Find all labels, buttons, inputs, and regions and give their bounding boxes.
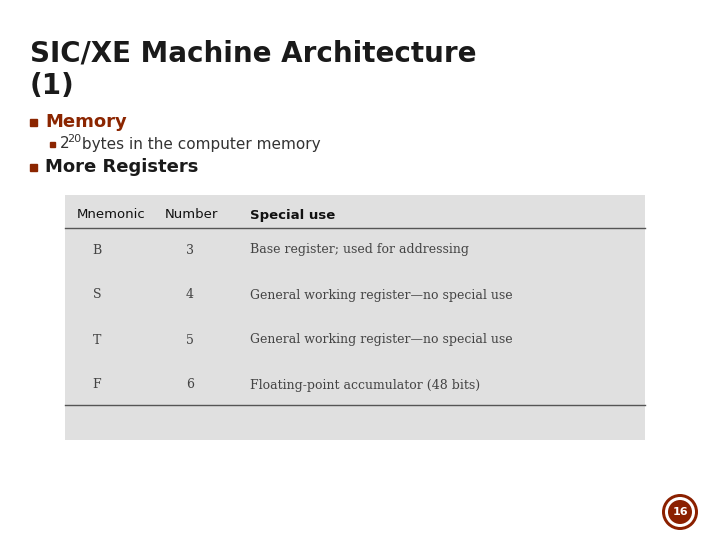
Text: 2: 2 bbox=[60, 137, 70, 152]
Circle shape bbox=[668, 500, 692, 524]
Text: B: B bbox=[92, 244, 102, 256]
Text: Floating-point accumulator (48 bits): Floating-point accumulator (48 bits) bbox=[250, 379, 480, 392]
Text: S: S bbox=[93, 288, 102, 301]
Text: Number: Number bbox=[165, 208, 218, 221]
Text: F: F bbox=[93, 379, 102, 392]
Text: SIC/XE Machine Architecture: SIC/XE Machine Architecture bbox=[30, 40, 477, 68]
Bar bbox=[50, 141, 55, 146]
Text: Base register; used for addressing: Base register; used for addressing bbox=[250, 244, 469, 256]
Text: 5: 5 bbox=[186, 334, 194, 347]
Bar bbox=[65, 195, 645, 440]
Text: More Registers: More Registers bbox=[45, 158, 199, 176]
Text: General working register—no special use: General working register—no special use bbox=[250, 334, 513, 347]
Circle shape bbox=[665, 497, 695, 527]
Circle shape bbox=[662, 494, 698, 530]
Text: Mnemonic: Mnemonic bbox=[77, 208, 145, 221]
Text: 16: 16 bbox=[672, 507, 688, 517]
Text: Special use: Special use bbox=[250, 208, 336, 221]
Text: (1): (1) bbox=[30, 72, 75, 100]
Text: T: T bbox=[93, 334, 102, 347]
Text: 20: 20 bbox=[67, 134, 81, 144]
Text: General working register—no special use: General working register—no special use bbox=[250, 288, 513, 301]
Text: 4: 4 bbox=[186, 288, 194, 301]
Text: 3: 3 bbox=[186, 244, 194, 256]
Text: 6: 6 bbox=[186, 379, 194, 392]
Bar bbox=[30, 164, 37, 171]
Text: Memory: Memory bbox=[45, 113, 127, 131]
Text: bytes in the computer memory: bytes in the computer memory bbox=[77, 137, 320, 152]
Bar bbox=[30, 118, 37, 125]
